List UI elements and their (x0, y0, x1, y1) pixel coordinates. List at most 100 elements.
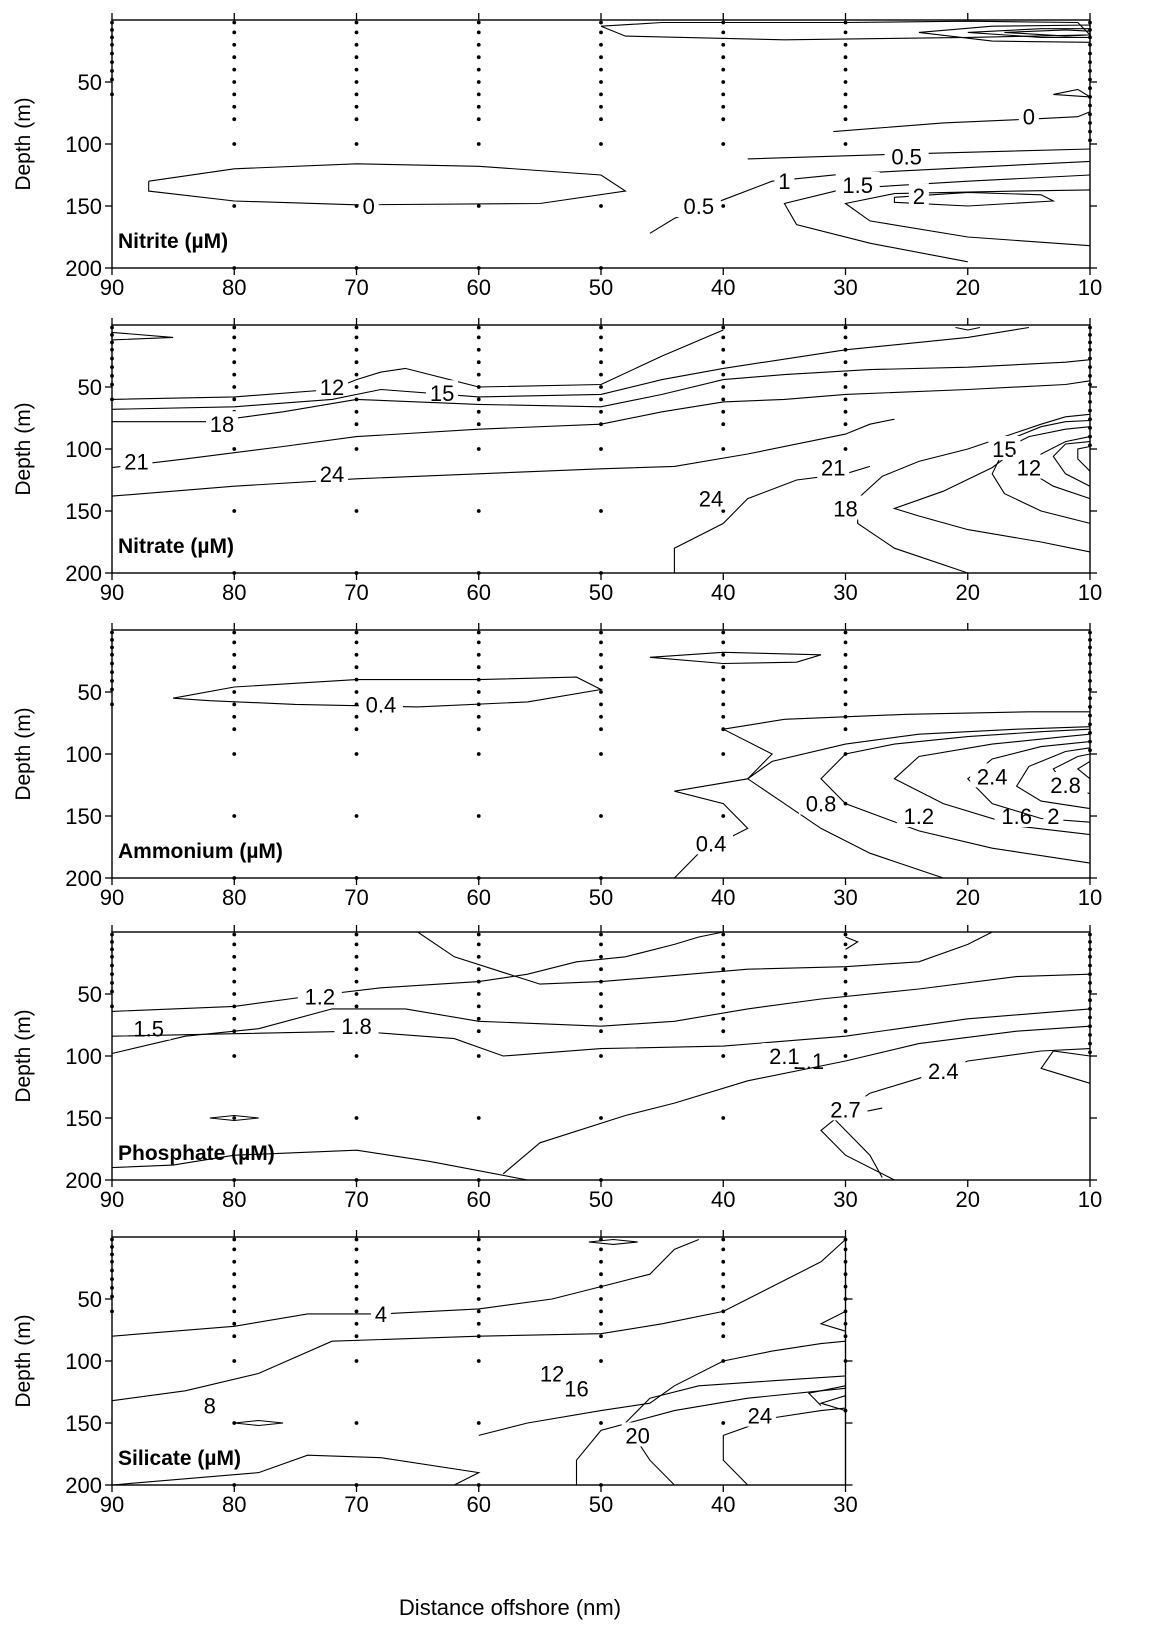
station-point (354, 360, 359, 365)
x-tick-label: 30 (833, 275, 857, 300)
station-point (232, 42, 237, 47)
station-point (843, 640, 848, 645)
contour-line (111, 1239, 846, 1402)
x-axis-label: Distance offshore (nm) (399, 1595, 621, 1620)
contour-label: 1.8 (341, 1014, 372, 1039)
station-point (476, 372, 481, 377)
station-point (721, 677, 726, 682)
contour-line (1077, 445, 1091, 472)
station-point (599, 80, 603, 84)
contour-line (833, 111, 1091, 133)
contour-line (820, 1048, 1091, 1181)
y-tick-label: 50 (78, 982, 102, 1007)
x-tick-label: 10 (1078, 580, 1102, 605)
station-point (232, 677, 237, 682)
contour-label-bg (676, 193, 721, 217)
station-point (599, 385, 603, 389)
station-point (599, 1016, 603, 1021)
station-point (1088, 954, 1092, 959)
contour-line (588, 1238, 638, 1245)
station-point (110, 356, 114, 361)
station-point (599, 397, 603, 402)
contour-label-bg (970, 763, 1015, 788)
station-point (843, 409, 848, 414)
station-point (599, 1178, 603, 1182)
station-point (232, 1016, 237, 1021)
station-point (232, 727, 237, 732)
station-point (354, 1284, 359, 1289)
station-point (599, 932, 603, 937)
station-point (110, 989, 114, 994)
station-point (354, 42, 359, 47)
station-point (1088, 932, 1092, 937)
station-point (354, 1421, 359, 1425)
contour-label: 2.4 (928, 1059, 959, 1084)
station-point (721, 422, 726, 427)
station-point (232, 447, 237, 451)
station-point (843, 967, 848, 972)
station-point (232, 80, 237, 84)
x-tick-label: 80 (222, 1187, 246, 1212)
station-point (232, 20, 237, 25)
contour-label: 4 (375, 1302, 387, 1327)
station-point (476, 204, 481, 208)
station-point (1088, 696, 1092, 701)
contour-line (624, 1375, 846, 1486)
station-point (232, 652, 237, 657)
x-tick-label: 90 (100, 1492, 124, 1517)
station-point (843, 1004, 848, 1009)
y-tick-label: 50 (78, 70, 102, 95)
station-point (1088, 391, 1092, 396)
contour-label: 15 (992, 437, 1016, 462)
station-point (843, 1297, 848, 1301)
y-tick-label: 100 (65, 132, 102, 157)
contour-line (111, 1008, 1091, 1057)
contour-label: 2.4 (977, 764, 1008, 789)
station-point (354, 630, 359, 635)
station-point (1088, 129, 1092, 134)
station-point (599, 347, 603, 352)
station-point (843, 335, 848, 340)
station-point (110, 68, 114, 73)
station-point (232, 335, 237, 340)
contour-label-bg (1043, 772, 1088, 796)
y-tick-label: 50 (78, 680, 102, 705)
station-point (721, 347, 726, 352)
station-point (354, 372, 359, 377)
station-point (599, 42, 603, 47)
contour-label-bg (762, 1043, 807, 1067)
station-point (354, 652, 359, 657)
station-point (599, 266, 603, 270)
contour-label: 8 (204, 1394, 216, 1419)
contour-label-bg (297, 983, 342, 1008)
station-point (1088, 1006, 1092, 1011)
station-point (721, 979, 726, 984)
x-tick-label: 60 (467, 275, 491, 300)
station-point (476, 1272, 481, 1277)
station-point (721, 204, 726, 208)
station-point (110, 638, 114, 642)
station-point (476, 347, 481, 352)
station-point (232, 67, 237, 72)
station-point (476, 20, 481, 25)
station-point (1088, 138, 1092, 143)
contour-label: 2.7 (830, 1097, 861, 1122)
station-point (843, 372, 848, 377)
station-point (1088, 1033, 1092, 1037)
station-point (232, 1272, 237, 1277)
station-point (110, 1277, 114, 1282)
station-point (599, 967, 603, 972)
station-point (232, 1321, 237, 1326)
station-point (721, 1029, 726, 1034)
station-point (1088, 947, 1092, 952)
station-point (232, 1054, 237, 1058)
station-point (110, 60, 114, 65)
contour-label-bg (829, 495, 862, 520)
contour-label: 24 (699, 487, 723, 512)
station-point (476, 1483, 481, 1487)
station-point (354, 335, 359, 340)
station-point (232, 942, 237, 947)
station-point (599, 1359, 603, 1363)
x-tick-label: 20 (956, 1187, 980, 1212)
station-point (1088, 325, 1092, 330)
